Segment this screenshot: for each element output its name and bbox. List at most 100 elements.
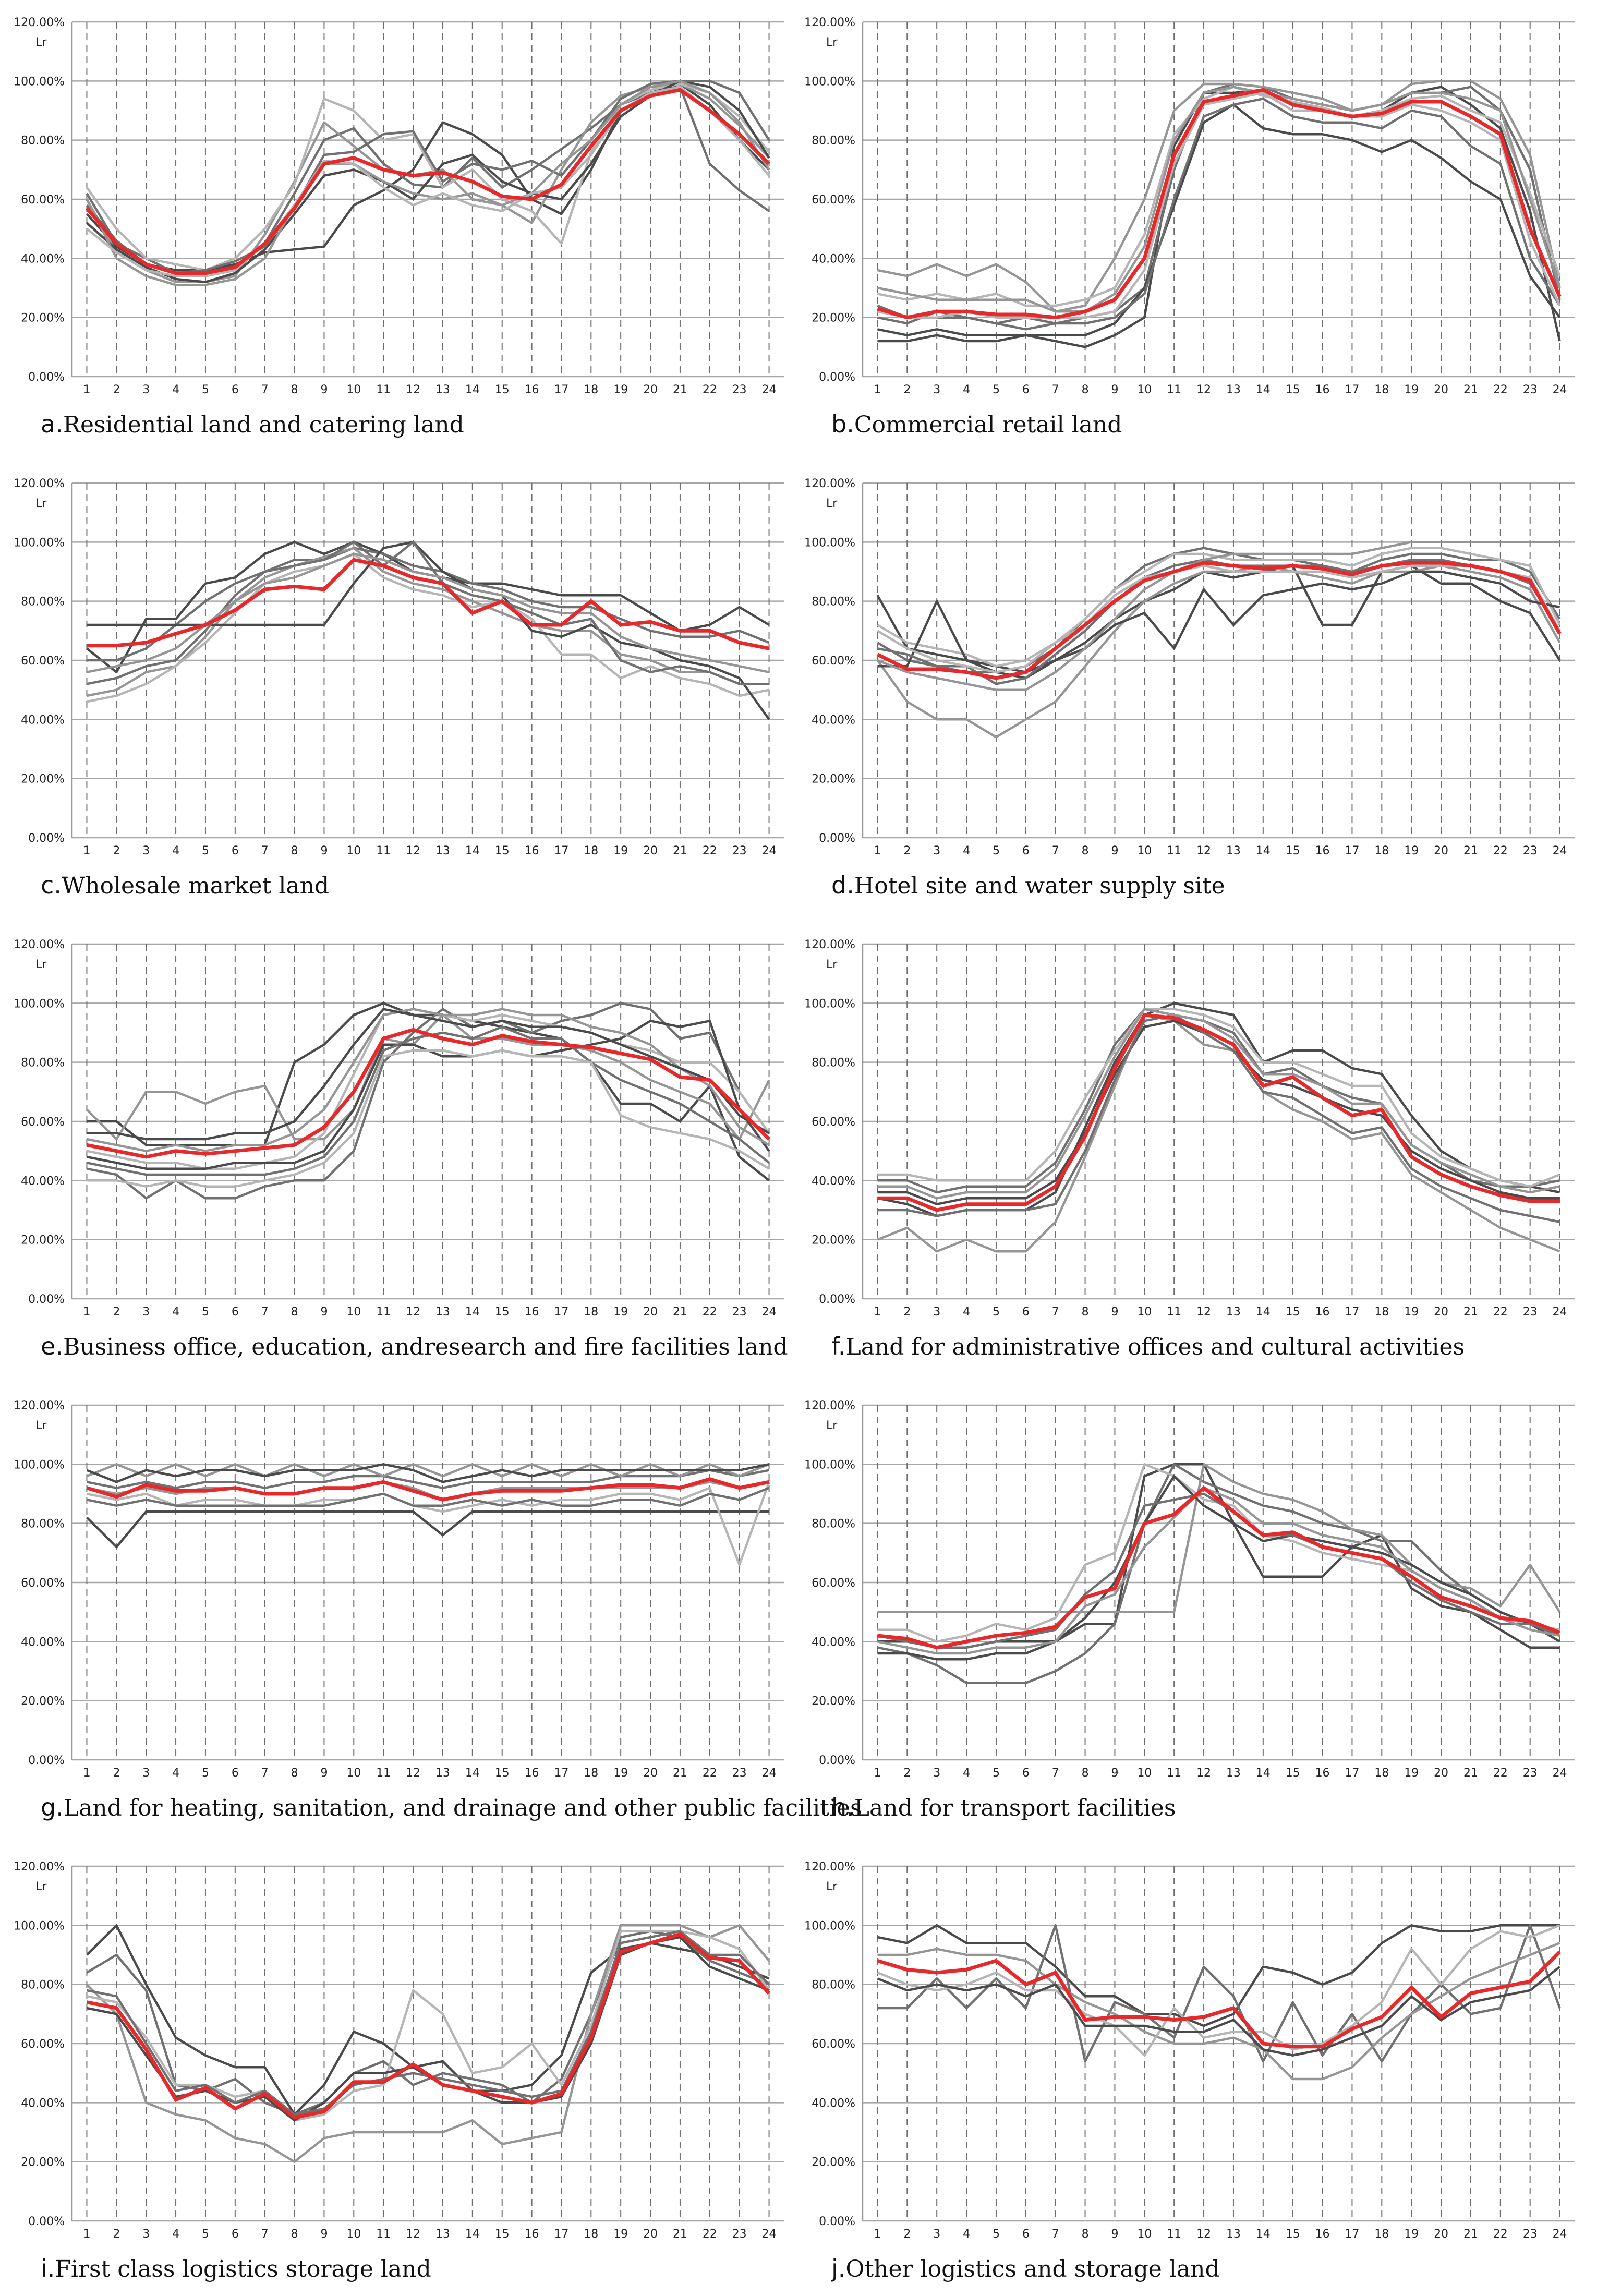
x-tick-label: 23 [1523,383,1538,396]
x-tick-label: 2 [113,1767,120,1780]
y-tick-label: 40.00% [812,252,855,265]
caption-letter: f. [831,1332,846,1360]
caption-letter: h. [831,1793,854,1821]
y-tick-label: 0.00% [28,371,65,384]
y-tick-label: 40.00% [812,1636,855,1649]
y-tick-label: 0.00% [28,1754,65,1767]
x-tick-label: 12 [406,2228,420,2241]
x-tick-label: 3 [933,2228,940,2241]
x-tick-label: 8 [291,1306,298,1319]
x-tick-label: 21 [673,1306,687,1319]
series-line [877,1487,1560,1655]
x-tick-label: 13 [1226,2228,1241,2241]
x-tick-label: 11 [1167,1306,1181,1319]
x-tick-label: 7 [1052,2228,1059,2241]
x-tick-label: 14 [465,844,480,857]
x-tick-label: 11 [1167,2228,1181,2241]
x-tick-label: 18 [584,1767,598,1780]
x-tick-label: 18 [1374,2228,1389,2241]
y-tick-label: 0.00% [28,832,65,845]
x-tick-label: 10 [1137,844,1152,857]
x-tick-label: 14 [465,1767,480,1780]
series-line [86,82,770,272]
x-tick-label: 1 [83,844,90,857]
x-tick-label: 22 [1493,383,1508,396]
x-tick-label: 13 [435,844,450,857]
y-tick-label: 20.00% [21,773,65,786]
y-tick-label: 80.00% [812,135,855,148]
series-line [877,86,1561,348]
x-tick-label: 20 [643,844,658,857]
x-tick-label: 9 [1111,844,1118,857]
x-tick-label: 8 [1082,383,1089,396]
x-tick-label: 12 [1196,1306,1211,1319]
chart-panel-f: 0.00% 20.00% 40.00% 60.00% 80.00% 100.00% 120.… [805,922,1582,1374]
series-line [876,564,1561,673]
chart-j: 0.00% 20.00% 40.00% 60.00% 80.00% 100.00% 120.… [805,1860,1575,2241]
x-tick-label: 16 [525,1306,539,1319]
y-tick-label: 0.00% [28,2215,65,2228]
y-tick-label: 100.00% [805,75,855,88]
x-tick-label: 21 [1463,1306,1478,1319]
x-tick-label: 23 [732,844,747,857]
y-tick-label: 120.00% [805,1399,855,1412]
x-tick-label: 9 [320,1767,328,1780]
y-axis-label: Lr [826,1880,838,1893]
x-tick-label: 19 [613,383,628,396]
x-tick-label: 13 [1226,1306,1241,1319]
y-tick-label: 80.00% [21,1057,65,1070]
chart-a: 0.00% 20.00% 40.00% 60.00% 80.00% 100.00% 120.… [15,16,784,396]
y-axis-label: Lr [35,1419,47,1432]
x-tick-label: 9 [320,1306,328,1319]
series-line [877,1013,1560,1253]
chart-panel-g: 0.00% 20.00% 40.00% 60.00% 80.00% 100.00% 120.… [15,1383,862,1835]
average-line [86,1932,771,2120]
y-tick-label: 80.00% [812,1518,855,1531]
x-tick-label: 19 [1404,844,1419,857]
y-tick-label: 100.00% [805,536,855,549]
x-tick-label: 9 [1111,2228,1118,2241]
average-line [85,88,771,275]
x-tick-label: 7 [261,1767,269,1780]
x-tick-label: 22 [703,1306,717,1319]
x-tick-label: 13 [1226,844,1241,857]
x-tick-label: 5 [202,1767,209,1780]
x-tick-label: 10 [1137,383,1152,396]
series-line [86,1481,770,1566]
chart-caption-g: g.Land for heating, sanitation, and drai… [41,1793,862,1821]
x-tick-label: 11 [1167,1767,1181,1780]
y-tick-label: 120.00% [15,477,65,490]
x-tick-label: 6 [232,2228,239,2241]
x-tick-label: 10 [346,844,361,857]
x-tick-label: 14 [1256,1767,1271,1780]
y-tick-label: 100.00% [15,536,65,549]
y-tick-label: 80.00% [812,1057,855,1070]
x-tick-label: 15 [495,1767,510,1780]
x-tick-label: 1 [874,844,881,857]
y-tick-label: 40.00% [21,1175,65,1188]
x-tick-label: 16 [1315,844,1330,857]
series-line [86,1002,770,1200]
x-tick-label: 3 [933,1306,940,1319]
x-tick-label: 1 [874,1767,881,1780]
chart-g: 0.00% 20.00% 40.00% 60.00% 80.00% 100.00% 120.… [15,1399,784,1780]
x-tick-label: 22 [703,844,717,857]
series-line [877,86,1561,307]
series-line [877,1013,1560,1223]
y-tick-label: 0.00% [819,371,855,384]
x-tick-label: 4 [172,844,179,857]
series-line [877,98,1561,325]
x-tick-label: 13 [435,1306,450,1319]
x-tick-label: 19 [1404,1767,1419,1780]
x-tick-label: 9 [1111,383,1118,396]
x-tick-label: 7 [1052,844,1059,857]
x-tick-label: 3 [142,383,150,396]
x-tick-label: 18 [584,844,598,857]
x-tick-label: 8 [291,383,298,396]
x-tick-label: 16 [525,2228,539,2241]
x-tick-label: 2 [113,383,120,396]
series-line [877,1965,1561,2057]
x-tick-label: 18 [1374,1767,1389,1780]
x-tick-label: 10 [346,383,361,396]
chart-caption-j: j.Other logistics and storage land [831,2254,1220,2282]
